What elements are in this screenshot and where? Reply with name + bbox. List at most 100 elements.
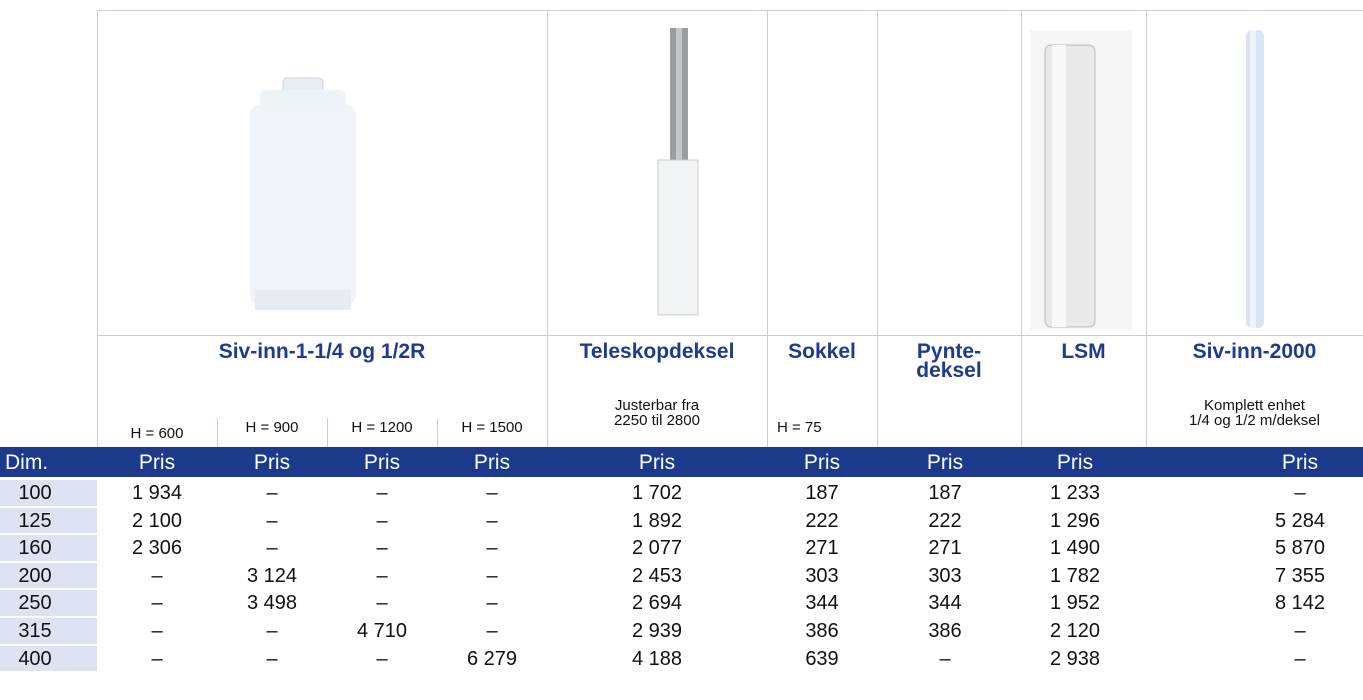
price-cell: 2 120 [1020,620,1130,643]
product-name: LSM [1021,342,1146,361]
price-cell: 4 188 [602,648,712,671]
price-cell: 386 [890,620,1000,643]
frame-line [97,335,1363,336]
product-name: Pynte- deksel [877,342,1021,380]
price-cell: – [102,648,212,671]
price-cell: 2 306 [102,537,212,560]
teleskop-image [658,28,698,315]
price-cell: 303 [890,565,1000,588]
price-sheet: Siv-inn-1-1/4 og 1/2RH = 600H = 900H = 1… [0,0,1363,700]
height-note: H = 1500 [437,420,547,435]
price-cell: 303 [767,565,877,588]
height-note: H = 1200 [327,420,437,435]
price-cell: 3 498 [217,592,327,615]
price-cell: – [327,537,437,560]
height-note: H = 900 [217,420,327,435]
price-cell: – [217,482,327,505]
column-header: Pris [102,451,212,475]
price-cell: – [327,592,437,615]
price-cell: – [437,482,547,505]
price-cell: 271 [890,537,1000,560]
product-name: Siv-inn-1-1/4 og 1/2R [97,342,547,361]
price-cell: – [327,510,437,533]
price-cell: 1 782 [1020,565,1130,588]
column-header: Pris [327,451,437,475]
product-note: Justerbar fra 2250 til 2800 [547,398,767,428]
price-cell: – [437,510,547,533]
price-cell: 1 934 [102,482,212,505]
dim-cell: 200 [0,565,70,588]
price-cell: 222 [767,510,877,533]
column-header: Pris [1245,451,1355,475]
price-cell: – [437,620,547,643]
dim-cell: 400 [0,648,70,671]
price-cell: 4 710 [327,620,437,643]
price-cell: 187 [890,482,1000,505]
price-cell: 7 355 [1245,565,1355,588]
price-cell: – [217,648,327,671]
product-images [0,0,1363,335]
price-cell: – [327,648,437,671]
price-cell: – [217,537,327,560]
column-header: Pris [890,451,1000,475]
price-cell: – [217,510,327,533]
column-header: Pris [767,451,877,475]
siv-inn-2000-image [1246,30,1264,328]
price-cell: 3 124 [217,565,327,588]
price-cell: 1 490 [1020,537,1130,560]
price-cell: 639 [767,648,877,671]
column-header: Pris [217,451,327,475]
product-name: Sokkel [767,342,877,361]
price-cell: – [327,565,437,588]
price-cell: – [102,620,212,643]
column-header: Dim. [5,451,48,475]
price-cell: – [217,620,327,643]
price-cell: 271 [767,537,877,560]
price-cell: – [890,648,1000,671]
price-cell: 187 [767,482,877,505]
price-cell: 1 296 [1020,510,1130,533]
price-cell: 1 952 [1020,592,1130,615]
price-cell: 2 939 [602,620,712,643]
price-cell: 344 [767,592,877,615]
dim-cell: 160 [0,537,70,560]
price-cell: 8 142 [1245,592,1355,615]
lsm-image [1030,30,1132,330]
price-cell: – [327,482,437,505]
price-cell: 2 694 [602,592,712,615]
column-header: Pris [602,451,712,475]
price-cell: – [102,592,212,615]
price-cell: – [437,537,547,560]
price-cell: 1 233 [1020,482,1130,505]
price-cell: – [437,592,547,615]
price-cell: – [102,565,212,588]
price-cell: 386 [767,620,877,643]
price-cell: 2 453 [602,565,712,588]
price-cell: 1 702 [602,482,712,505]
product-name: Teleskopdeksel [547,342,767,361]
price-cell: – [1245,482,1355,505]
dim-cell: 315 [0,620,70,643]
height-note: H = 600 [97,426,217,441]
height-note: H = 75 [777,420,822,435]
product-note: Komplett enhet 1/4 og 1/2 m/deksel [1146,398,1363,428]
price-cell: 2 100 [102,510,212,533]
price-cell: 5 870 [1245,537,1355,560]
siv-inn-image [250,78,356,310]
price-cell: 5 284 [1245,510,1355,533]
dim-cell: 100 [0,482,70,505]
price-cell: 6 279 [437,648,547,671]
price-cell: – [1245,648,1355,671]
price-cell: 2 077 [602,537,712,560]
price-cell: 2 938 [1020,648,1130,671]
price-cell: 344 [890,592,1000,615]
price-cell: 1 892 [602,510,712,533]
column-header: Pris [437,451,547,475]
price-cell: – [437,565,547,588]
dim-cell: 250 [0,592,70,615]
product-name: Siv-inn-2000 [1146,342,1363,361]
column-header: Pris [1020,451,1130,475]
price-cell: – [1245,620,1355,643]
dim-cell: 125 [0,510,70,533]
price-cell: 222 [890,510,1000,533]
